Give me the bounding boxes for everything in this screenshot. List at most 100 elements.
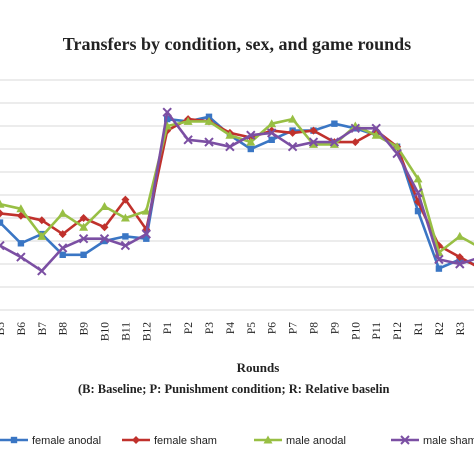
x-tick-label: R2	[434, 322, 446, 336]
x-tick-label: P12	[392, 322, 404, 340]
x-tick-label: P3	[204, 322, 216, 334]
data-point	[287, 141, 298, 152]
x-tick-label: B6	[16, 322, 28, 336]
data-point	[0, 240, 5, 251]
data-point	[16, 252, 26, 262]
data-point	[413, 174, 423, 183]
x-tick-labels: B5 B6 B7 B8 B9 B10 B11 B12 P1 P2 P3 P4 P5 P6 P7 P8 P9 P10…	[0, 322, 467, 341]
data-point	[37, 216, 46, 225]
x-tick-label: R1	[413, 322, 425, 336]
data-point	[79, 214, 88, 222]
data-point	[329, 139, 339, 148]
x-tick-label: B8	[58, 322, 70, 336]
data-point	[57, 243, 68, 253]
data-point	[371, 130, 381, 139]
x-tick-label: B5	[0, 322, 7, 336]
data-point	[414, 207, 422, 215]
data-point	[79, 222, 89, 231]
data-point	[37, 266, 47, 276]
data-point	[225, 141, 235, 152]
data-point	[266, 128, 277, 138]
x-tick-label: P9	[329, 322, 341, 334]
data-point	[331, 120, 338, 127]
data-point	[120, 240, 131, 251]
data-point	[80, 251, 87, 258]
series-line	[0, 110, 474, 273]
data-point	[100, 223, 109, 232]
data-point	[183, 135, 193, 145]
x-tick-label: P4	[225, 322, 237, 334]
legend-marker	[263, 435, 273, 444]
data-point	[0, 219, 4, 226]
data-point	[455, 259, 465, 269]
data-point	[101, 237, 108, 245]
data-point	[58, 208, 68, 217]
data-point	[141, 229, 152, 239]
legend-label: female anodal	[32, 435, 101, 447]
x-tick-label: P11	[371, 322, 383, 340]
data-point	[246, 130, 256, 140]
data-point	[99, 233, 110, 244]
series-group	[0, 107, 474, 276]
data-point	[392, 142, 402, 151]
legend-item: male anodal	[254, 435, 346, 447]
series-male-anodal	[0, 114, 474, 256]
x-tick-label: R3	[455, 322, 467, 336]
series-line	[0, 115, 474, 270]
data-point	[288, 114, 298, 123]
legend-marker	[10, 436, 18, 444]
data-point	[78, 233, 89, 244]
legend-item: male sham	[391, 435, 474, 447]
data-point	[204, 137, 214, 147]
data-point	[351, 138, 360, 147]
x-tick-label: P7	[288, 322, 300, 334]
data-point	[205, 113, 213, 120]
data-point	[16, 211, 25, 220]
data-point	[455, 253, 464, 262]
data-point	[59, 251, 66, 258]
data-point	[434, 254, 444, 265]
x-tick-label: P1	[162, 322, 174, 334]
data-point	[58, 230, 67, 239]
series-line	[0, 117, 474, 254]
data-point	[162, 107, 172, 117]
x-tick-label: B12	[141, 322, 153, 341]
data-point	[225, 130, 235, 139]
data-point	[392, 148, 402, 159]
data-point	[100, 202, 109, 210]
data-point	[267, 119, 277, 128]
data-point	[268, 136, 275, 143]
series-male-sham	[0, 107, 474, 276]
x-tick-label: P10	[350, 322, 362, 340]
data-point	[143, 235, 150, 242]
data-point	[288, 128, 297, 137]
x-tick-label: B11	[120, 322, 132, 341]
data-point	[16, 204, 26, 213]
data-point	[435, 265, 443, 272]
x-tick-label: B9	[79, 322, 91, 336]
data-point	[122, 233, 129, 240]
legend-item: female anodal	[0, 435, 101, 447]
x-tick-label: B7	[37, 322, 49, 336]
data-point	[37, 231, 47, 240]
data-point	[141, 206, 151, 215]
chart-title: Transfers by condition, sex, and game ro…	[63, 34, 411, 54]
data-point	[350, 123, 361, 134]
legend: female anodal female sham male anodal male …	[0, 435, 474, 447]
data-point	[17, 240, 25, 247]
grid	[0, 79, 474, 311]
data-point	[246, 137, 256, 146]
data-point	[121, 195, 130, 204]
data-point	[308, 137, 319, 147]
legend-label: male sham	[423, 435, 474, 447]
x-tick-label: B10	[100, 322, 112, 341]
data-point	[247, 145, 254, 153]
legend-label: female sham	[154, 435, 217, 447]
data-point	[204, 116, 214, 125]
data-point	[183, 116, 193, 125]
legend-marker	[132, 436, 140, 444]
x-tick-label: P6	[267, 322, 279, 334]
data-point	[371, 123, 381, 134]
